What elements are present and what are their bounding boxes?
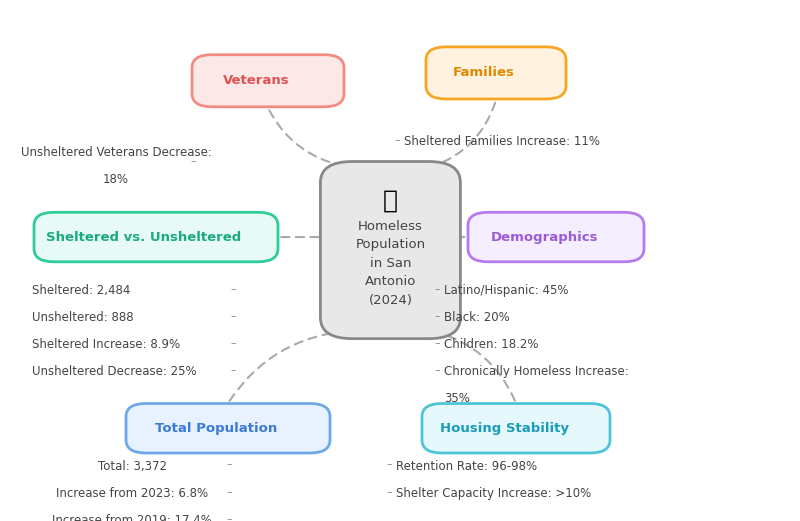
- Text: –: –: [386, 460, 392, 469]
- Text: Children: 18.2%: Children: 18.2%: [444, 338, 538, 351]
- Text: –: –: [226, 487, 232, 497]
- Text: –: –: [434, 365, 440, 375]
- Text: Total: 3,372: Total: 3,372: [98, 460, 166, 473]
- Text: –: –: [434, 284, 440, 294]
- Text: Unsheltered Veterans Decrease:: Unsheltered Veterans Decrease:: [21, 146, 211, 159]
- Text: Black: 20%: Black: 20%: [444, 311, 510, 324]
- Text: –: –: [230, 311, 236, 321]
- Text: 18%: 18%: [103, 173, 129, 186]
- Text: –: –: [226, 514, 232, 521]
- Text: 🚶: 🚶: [383, 189, 398, 213]
- Text: Sheltered Families Increase: 11%: Sheltered Families Increase: 11%: [404, 135, 600, 148]
- FancyBboxPatch shape: [320, 162, 460, 339]
- FancyBboxPatch shape: [126, 403, 330, 453]
- Text: Homeless
Population
in San
Antonio
(2024): Homeless Population in San Antonio (2024…: [355, 220, 426, 306]
- Text: –: –: [394, 135, 400, 145]
- Text: Veterans: Veterans: [222, 75, 290, 87]
- FancyBboxPatch shape: [192, 55, 344, 107]
- Text: Latino/Hispanic: 45%: Latino/Hispanic: 45%: [444, 284, 569, 297]
- Text: –: –: [190, 156, 196, 166]
- Text: Sheltered: 2,484: Sheltered: 2,484: [32, 284, 130, 297]
- Text: Increase from 2023: 6.8%: Increase from 2023: 6.8%: [56, 487, 208, 500]
- FancyBboxPatch shape: [34, 213, 278, 262]
- Text: –: –: [226, 460, 232, 469]
- FancyBboxPatch shape: [422, 403, 610, 453]
- FancyBboxPatch shape: [426, 47, 566, 99]
- Text: Families: Families: [453, 67, 515, 79]
- Text: –: –: [230, 338, 236, 348]
- Text: Total Population: Total Population: [155, 422, 277, 435]
- Text: Housing Stability: Housing Stability: [439, 422, 569, 435]
- Text: Retention Rate: 96-98%: Retention Rate: 96-98%: [396, 460, 537, 473]
- Text: Unsheltered Decrease: 25%: Unsheltered Decrease: 25%: [32, 365, 197, 378]
- Text: Unsheltered: 888: Unsheltered: 888: [32, 311, 134, 324]
- Text: –: –: [230, 365, 236, 375]
- Text: Chronically Homeless Increase:: Chronically Homeless Increase:: [444, 365, 629, 378]
- FancyBboxPatch shape: [468, 213, 644, 262]
- Text: Demographics: Demographics: [490, 231, 598, 243]
- Text: –: –: [434, 338, 440, 348]
- Text: Shelter Capacity Increase: >10%: Shelter Capacity Increase: >10%: [396, 487, 591, 500]
- Text: 35%: 35%: [444, 392, 470, 405]
- Text: Increase from 2019: 17.4%: Increase from 2019: 17.4%: [52, 514, 212, 521]
- Text: Sheltered vs. Unsheltered: Sheltered vs. Unsheltered: [46, 231, 242, 243]
- Text: –: –: [386, 487, 392, 497]
- Text: –: –: [230, 284, 236, 294]
- Text: Sheltered Increase: 8.9%: Sheltered Increase: 8.9%: [32, 338, 180, 351]
- Text: –: –: [434, 311, 440, 321]
